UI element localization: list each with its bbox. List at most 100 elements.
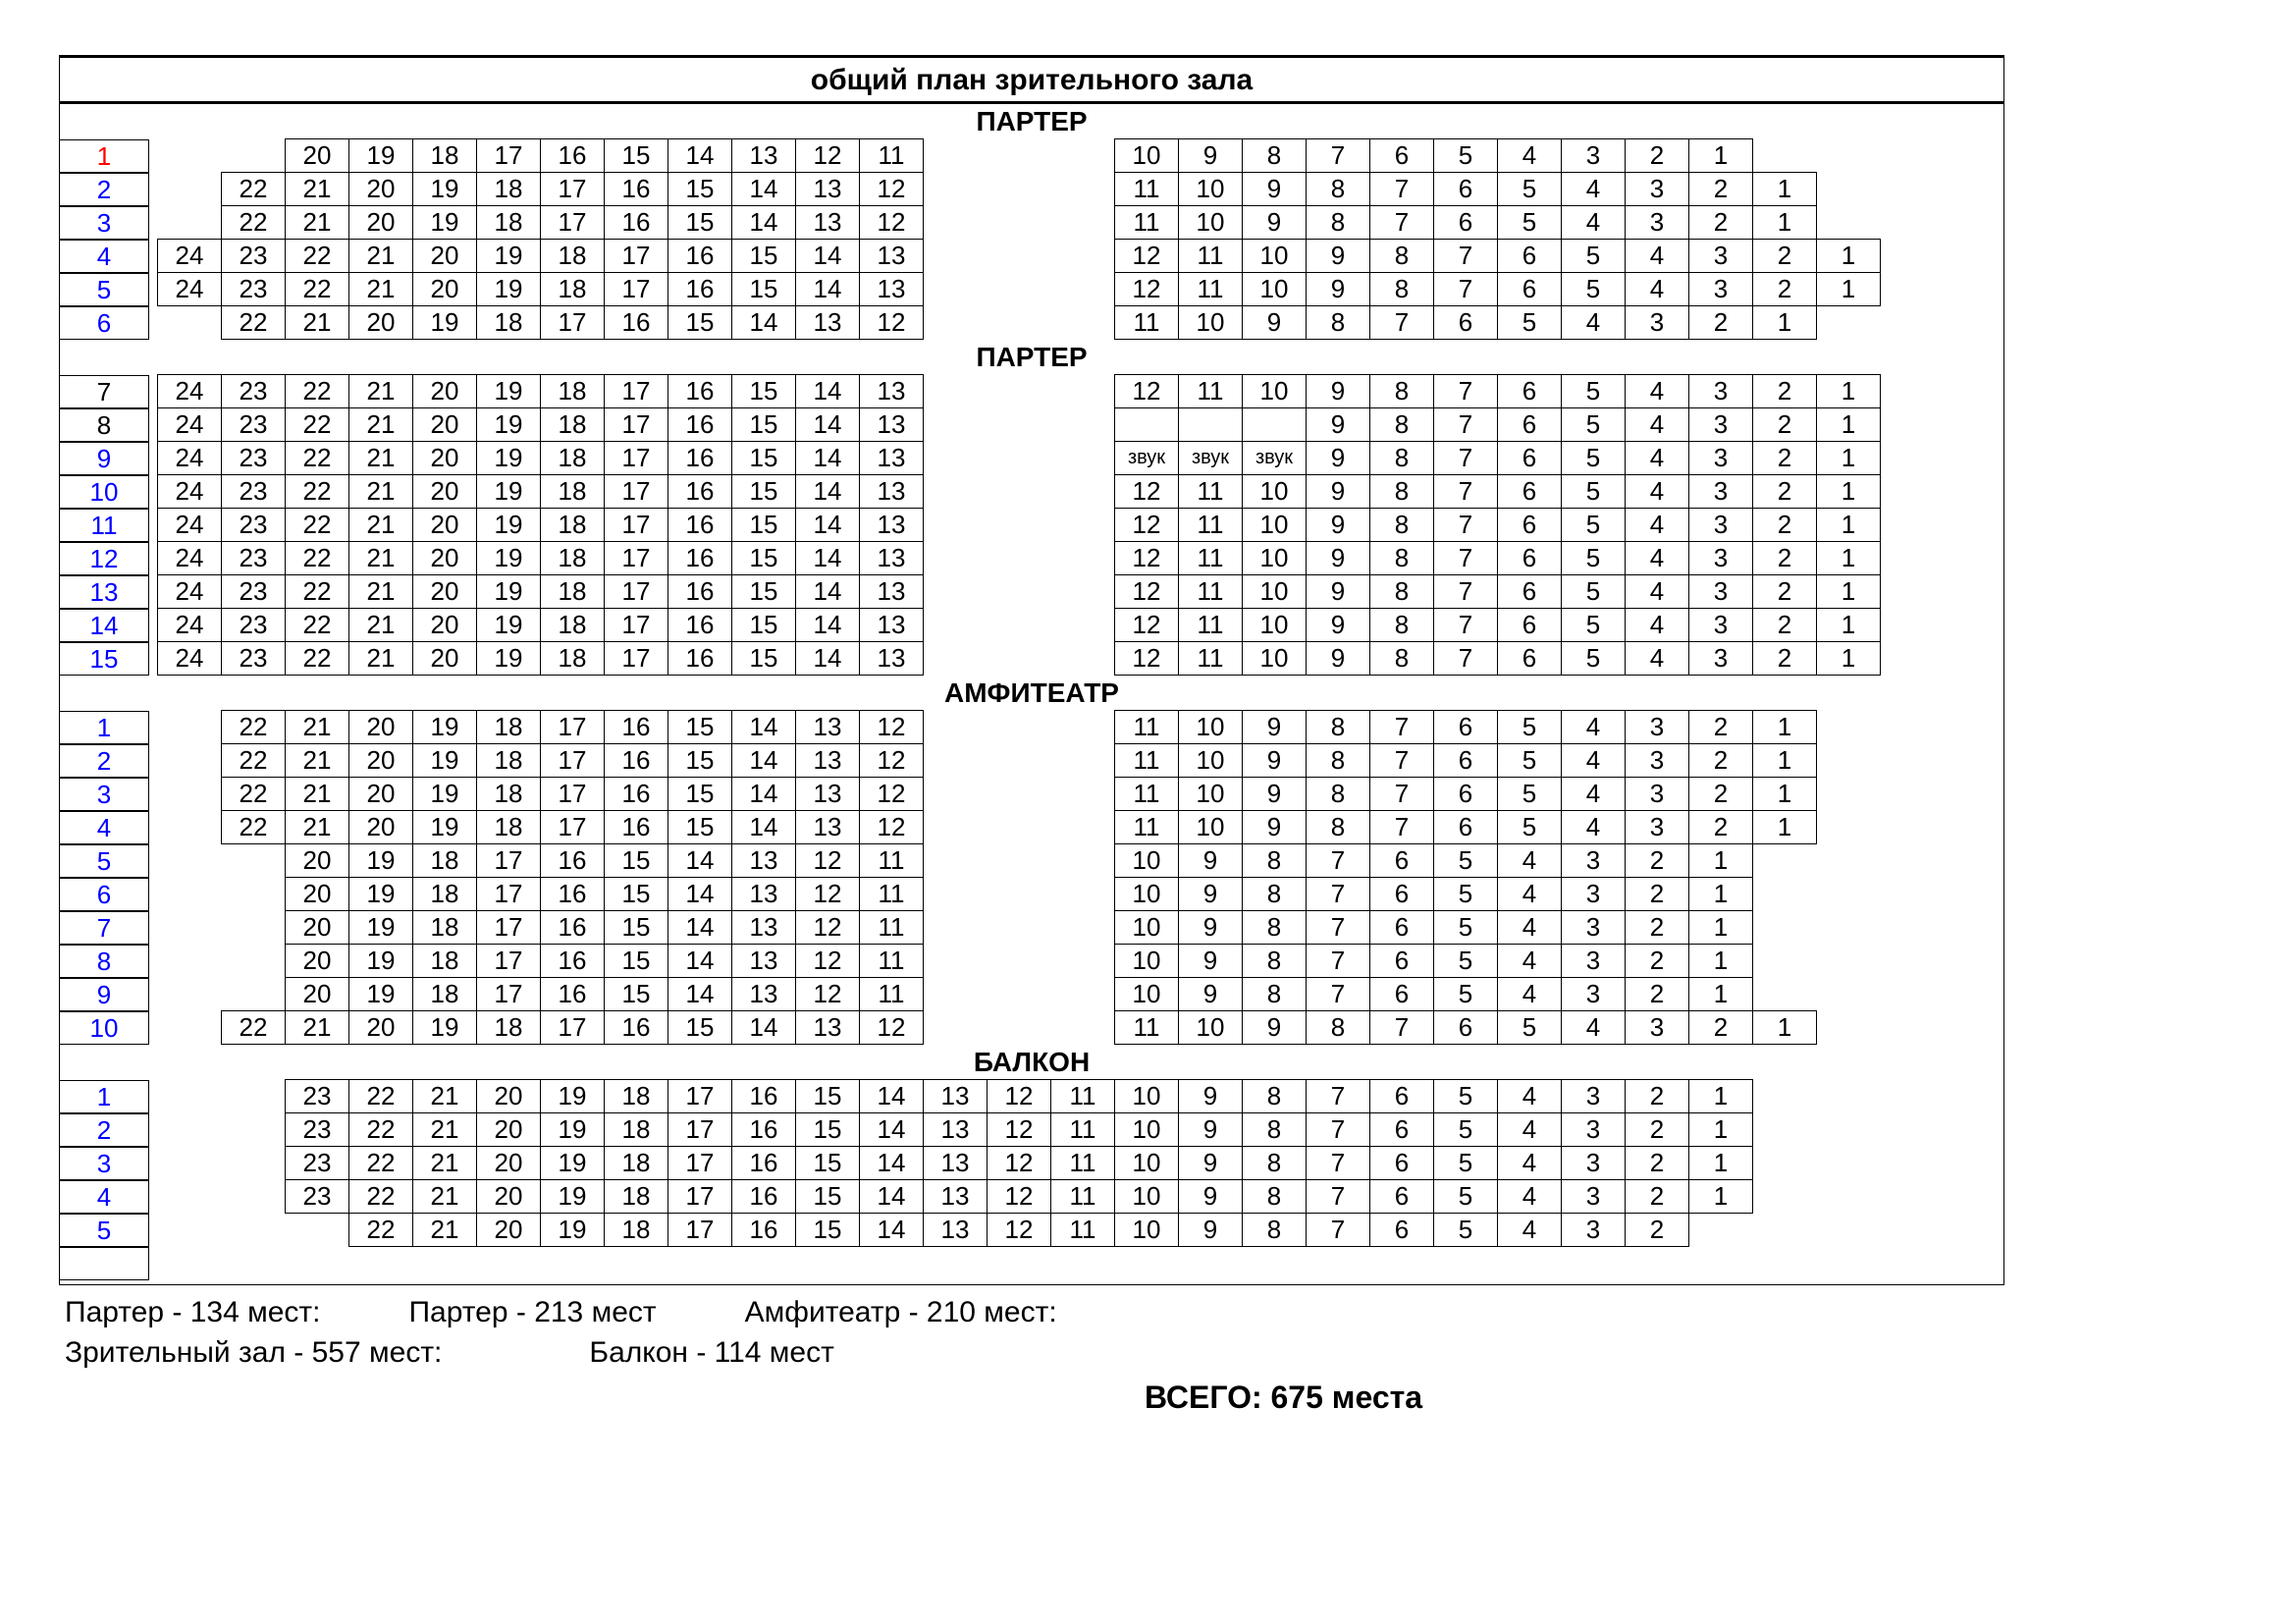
empty-cell bbox=[1051, 575, 1115, 609]
seat-cell: 4 bbox=[1497, 843, 1562, 878]
seat-cell: 20 bbox=[412, 574, 477, 609]
seat-cell: 4 bbox=[1561, 205, 1626, 240]
seat-cell: 18 bbox=[540, 374, 605, 408]
seat-cell: 2 bbox=[1625, 1179, 1689, 1214]
seat-cell: 11 bbox=[1050, 1079, 1115, 1113]
empty-cell bbox=[1051, 1011, 1115, 1045]
seat-cell: 15 bbox=[731, 441, 796, 475]
seat-cell: 8 bbox=[1242, 944, 1307, 978]
empty-cell bbox=[1753, 1113, 1817, 1147]
empty-cell bbox=[1051, 408, 1115, 442]
empty-cell bbox=[1817, 139, 1881, 173]
seat-cell: 21 bbox=[348, 407, 413, 442]
summary-item: Амфитеатр - 210 мест: bbox=[745, 1293, 1057, 1333]
seat-cell: 7 bbox=[1306, 910, 1370, 945]
seat-cell: 12 bbox=[987, 1112, 1051, 1147]
seat-cell: 2 bbox=[1688, 305, 1753, 340]
empty-cell bbox=[1051, 811, 1115, 844]
seat-cell: 21 bbox=[285, 777, 349, 811]
empty-cell bbox=[1051, 173, 1115, 206]
seat-cell: 3 bbox=[1561, 843, 1626, 878]
seat-cell: 2 bbox=[1752, 239, 1817, 273]
seat-cell: 10 bbox=[1114, 1146, 1179, 1180]
seat-cell: 21 bbox=[348, 239, 413, 273]
seat-cell: 5 bbox=[1433, 910, 1498, 945]
seat-cell: 23 bbox=[221, 541, 286, 575]
seating-grid: 1201918171615141312111098765432122221201… bbox=[60, 139, 2003, 340]
seat-cell: 23 bbox=[285, 1179, 349, 1214]
empty-cell bbox=[988, 173, 1051, 206]
seat-cell: 22 bbox=[285, 272, 349, 306]
seat-cell: 17 bbox=[604, 407, 668, 442]
seat-cell: 7 bbox=[1433, 574, 1498, 609]
seat-cell: 2 bbox=[1688, 1010, 1753, 1045]
empty-cell bbox=[1881, 609, 1945, 642]
seat-cell: 16 bbox=[667, 574, 732, 609]
empty-cell bbox=[988, 575, 1051, 609]
seat-cell: 3 bbox=[1688, 508, 1753, 542]
seat-cell: 11 bbox=[1050, 1179, 1115, 1214]
seat-cell: 12 bbox=[859, 1010, 924, 1045]
seat-cell: 19 bbox=[348, 944, 413, 978]
empty-cell bbox=[988, 139, 1051, 173]
seat-cell: 9 bbox=[1178, 877, 1243, 911]
seat-cell: 17 bbox=[604, 374, 668, 408]
empty-cell bbox=[668, 1247, 732, 1280]
row-number: 1 bbox=[59, 139, 149, 173]
seat-cell bbox=[1178, 407, 1243, 442]
seat-cell: 6 bbox=[1497, 474, 1562, 509]
seat-cell: 15 bbox=[667, 810, 732, 844]
seat-cell: 22 bbox=[221, 205, 286, 240]
seat-cell: 13 bbox=[731, 944, 796, 978]
seat-cell: 6 bbox=[1369, 910, 1434, 945]
seat-cell: 1 bbox=[1752, 172, 1817, 206]
empty-cell bbox=[158, 911, 222, 945]
empty-cell bbox=[924, 173, 988, 206]
seat-cell: 6 bbox=[1497, 441, 1562, 475]
seat-cell: 24 bbox=[157, 272, 222, 306]
seat-cell: 22 bbox=[221, 710, 286, 744]
seat-cell: 20 bbox=[348, 743, 413, 778]
seat-cell: 15 bbox=[795, 1146, 860, 1180]
seat-cell: 3 bbox=[1561, 877, 1626, 911]
summary-line-1: Партер - 134 мест: Партер - 213 мест Амф… bbox=[65, 1293, 2237, 1333]
seat-cell: 7 bbox=[1433, 272, 1498, 306]
seat-cell: 9 bbox=[1306, 608, 1370, 642]
summary-item: Балкон - 114 мест bbox=[530, 1333, 833, 1374]
seat-cell: 23 bbox=[221, 239, 286, 273]
seat-cell: 6 bbox=[1433, 810, 1498, 844]
empty-cell bbox=[1753, 1147, 1817, 1180]
seat-cell: 7 bbox=[1433, 474, 1498, 509]
seat-cell: 20 bbox=[348, 810, 413, 844]
empty-cell bbox=[1817, 878, 1881, 911]
seat-cell: 20 bbox=[412, 441, 477, 475]
seat-cell: 2 bbox=[1688, 205, 1753, 240]
seat-cell: 24 bbox=[157, 239, 222, 273]
plan-frame: общий план зрительного зала ПАРТЕР120191… bbox=[59, 55, 2004, 1285]
seat-cell: 16 bbox=[604, 810, 668, 844]
seat-cell: 3 bbox=[1625, 205, 1689, 240]
seat-cell: 7 bbox=[1433, 407, 1498, 442]
empty-cell bbox=[988, 778, 1051, 811]
seat-cell: 3 bbox=[1688, 608, 1753, 642]
seat-cell: 3 bbox=[1561, 1079, 1626, 1113]
empty-cell bbox=[988, 945, 1051, 978]
seat-cell: 7 bbox=[1306, 1079, 1370, 1113]
seat-cell: 16 bbox=[667, 441, 732, 475]
seat-cell: 10 bbox=[1242, 508, 1307, 542]
seat-cell: 22 bbox=[285, 641, 349, 676]
seat-cell: 4 bbox=[1561, 743, 1626, 778]
empty-cell bbox=[988, 744, 1051, 778]
seat-cell: 14 bbox=[731, 777, 796, 811]
seat-cell: 21 bbox=[412, 1079, 477, 1113]
empty-cell bbox=[988, 509, 1051, 542]
seat-cell: 9 bbox=[1178, 944, 1243, 978]
seat-cell: 2 bbox=[1752, 441, 1817, 475]
empty-cell bbox=[222, 1247, 286, 1280]
empty-cell bbox=[1051, 945, 1115, 978]
seat-cell: 8 bbox=[1306, 710, 1370, 744]
seat-cell: 18 bbox=[540, 641, 605, 676]
seat-cell: 2 bbox=[1688, 172, 1753, 206]
seat-cell: 15 bbox=[731, 608, 796, 642]
row-number: 6 bbox=[59, 306, 149, 340]
